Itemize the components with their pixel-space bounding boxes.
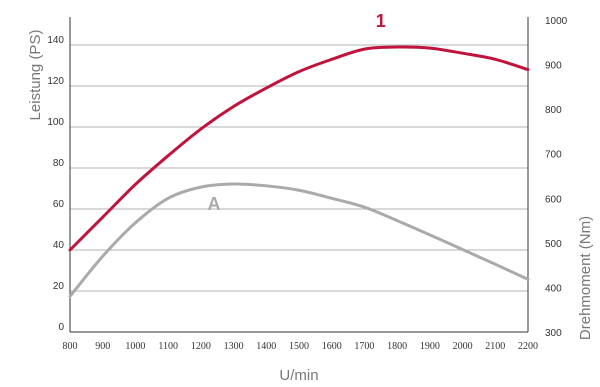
data-point-1: [297, 70, 301, 73]
y-left-tick-label: 60: [53, 199, 65, 210]
data-point-1: [494, 58, 497, 61]
data-point-1: [101, 216, 104, 219]
y-right-tick-label: 800: [545, 105, 562, 116]
x-tick-label: 900: [95, 341, 110, 352]
data-point-A: [297, 189, 301, 192]
series-label-A: A: [207, 194, 220, 214]
data-point-A: [526, 278, 530, 281]
y-left-tick-label: 0: [58, 322, 64, 333]
data-point-1: [461, 52, 464, 55]
y-right-tick-label: 400: [545, 283, 562, 294]
x-tick-label: 800: [63, 341, 78, 352]
data-point-1: [330, 58, 333, 61]
y-axis-right-title: Drehmoment (Nm): [577, 216, 594, 340]
x-tick-label: 2100: [485, 341, 505, 352]
labels: 0 20 40 60 80 100 120 140 300 400 500 600 700 800 900 1…: [47, 11, 567, 352]
y-right-tick-label: 300: [545, 328, 562, 339]
data-point-1: [363, 47, 366, 51]
x-tick-label: 1400: [256, 341, 276, 352]
y-right-tick-label: 700: [545, 150, 562, 161]
y-right-tick-label: 500: [545, 239, 562, 250]
x-tick-label: 1800: [387, 341, 407, 352]
data-point-A: [461, 248, 464, 251]
y-right-tick-label: 1000: [545, 16, 568, 27]
data-point-1: [199, 127, 203, 131]
data-point-A: [166, 197, 170, 200]
data-point-A: [395, 219, 399, 222]
data-point-A: [330, 197, 333, 200]
x-tick-label: 1100: [158, 341, 178, 352]
data-point-A: [232, 182, 235, 186]
data-point-A: [265, 184, 268, 188]
data-point-1: [265, 86, 268, 90]
x-tick-label: 2200: [518, 341, 538, 352]
data-point-1: [166, 154, 170, 157]
data-point-1: [428, 46, 432, 50]
y-left-tick-label: 100: [47, 117, 64, 128]
x-tick-label: 1200: [191, 341, 211, 352]
data-point-1: [526, 68, 530, 71]
series-line-A: [68, 182, 530, 298]
data-point-A: [494, 263, 497, 266]
x-tick-label: 1600: [322, 341, 342, 352]
x-tick-label: 1000: [125, 341, 145, 352]
x-tick-label: 1700: [354, 341, 374, 352]
data-point-1: [232, 105, 235, 108]
data-point-1: [134, 183, 137, 186]
data-point-A: [101, 255, 104, 258]
x-tick-label: 2000: [453, 341, 473, 352]
data-point-A: [428, 233, 432, 237]
x-axis-title: U/min: [279, 367, 318, 384]
y-left-tick-label: 80: [53, 158, 65, 169]
data-point-A: [134, 221, 137, 224]
x-tick-label: 1500: [289, 341, 309, 352]
data-point-A: [199, 185, 203, 189]
x-tick-label: 1300: [224, 341, 244, 352]
data-point-1: [68, 248, 72, 252]
x-tick-label: 1900: [420, 341, 440, 352]
y-left-tick-label: 140: [47, 35, 64, 46]
data-point-A: [68, 295, 72, 298]
y-left-tick-label: 40: [53, 240, 65, 251]
grid: [70, 44, 528, 292]
y-right-tick-label: 600: [545, 194, 562, 205]
data-point-A: [363, 206, 366, 209]
y-left-tick-label: 20: [53, 281, 65, 292]
y-axis-left-title: Leistung (PS): [27, 30, 44, 121]
series-label-1: 1: [376, 11, 386, 31]
data-point-1: [395, 45, 399, 49]
axes: [69, 17, 529, 333]
y-left-tick-label: 120: [47, 76, 64, 87]
y-right-tick-label: 900: [545, 61, 562, 72]
series: [68, 45, 530, 298]
